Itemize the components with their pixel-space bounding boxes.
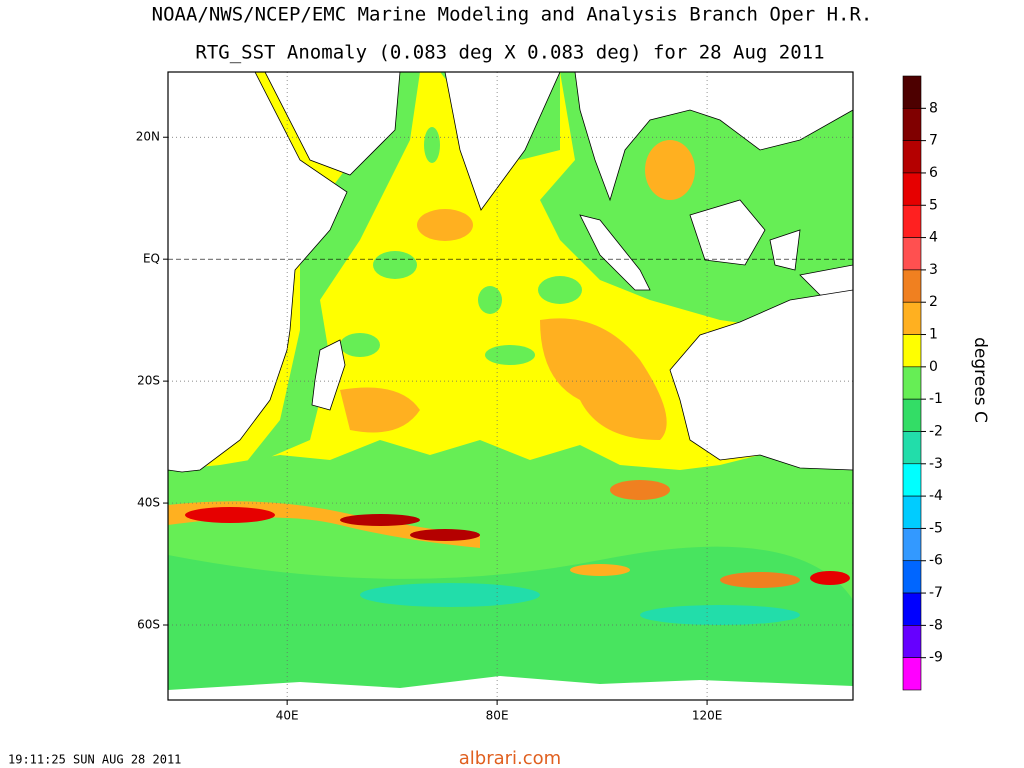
colorbar-tick-label: -6 — [929, 553, 943, 569]
colorbar-box — [902, 204, 922, 238]
colorbar-box — [902, 560, 922, 594]
colorbar-box — [902, 495, 922, 529]
colorbar-box — [902, 528, 922, 562]
colorbar-box — [902, 463, 922, 497]
colorbar-tick-label: 5 — [929, 197, 938, 213]
colorbar-tick-label: 6 — [929, 165, 938, 181]
subtitle: RTG_SST Anomaly (0.083 deg X 0.083 deg) … — [195, 42, 824, 64]
colorbar-box — [902, 75, 922, 109]
anomaly-region — [340, 514, 420, 526]
anomaly-region — [540, 318, 667, 440]
colorbar-box — [902, 366, 922, 400]
colorbar-box — [902, 431, 922, 465]
land — [444, 72, 561, 211]
y-tick-label: 20N — [136, 130, 160, 144]
watermark: albrari.com — [459, 748, 561, 768]
land — [799, 264, 853, 301]
anomaly-region — [373, 251, 417, 279]
colorbar-box — [902, 398, 922, 432]
y-tick-label: 40S — [137, 496, 160, 510]
x-tick-label: 80E — [486, 709, 509, 723]
colorbar-box — [902, 334, 922, 368]
colorbar-tick-label: 1 — [929, 327, 938, 343]
colorbar-tick-label: -1 — [929, 391, 943, 407]
colorbar-tick-label: -4 — [929, 488, 943, 504]
x-tick-label: 120E — [692, 709, 723, 723]
anomaly-region — [424, 127, 440, 163]
land — [311, 339, 346, 411]
anomaly-region — [417, 209, 473, 241]
sst-field — [168, 72, 853, 700]
y-tick-label: 60S — [137, 618, 160, 632]
colorbar-box — [902, 140, 922, 174]
colorbar-tick-label: -9 — [929, 650, 943, 666]
land — [574, 72, 853, 202]
colorbar-label: degrees C — [970, 337, 990, 423]
colorbar-tick-label: 2 — [929, 294, 938, 310]
anomaly-region — [640, 605, 800, 625]
land — [579, 214, 651, 291]
colorbar-tick-label: 3 — [929, 262, 938, 278]
colorbar-tick-label: -3 — [929, 456, 943, 472]
y-tick-label: 20S — [137, 374, 160, 388]
colorbar-tick-label: 7 — [929, 133, 938, 149]
anomaly-region — [645, 140, 695, 200]
anomaly-region — [410, 529, 480, 541]
anomaly-region — [340, 387, 420, 433]
anomaly-region — [720, 572, 800, 588]
x-tick-label: 40E — [276, 709, 299, 723]
anomaly-region — [340, 333, 380, 357]
colorbar-tick-label: -2 — [929, 423, 943, 439]
colorbar-tick-label: -8 — [929, 617, 943, 633]
title: NOAA/NWS/NCEP/EMC Marine Modeling and An… — [152, 4, 873, 26]
anomaly-region — [478, 286, 502, 314]
colorbar: 8 7 6 5 4 3 2 1 0 -1 -2 -3 -4 -5 -6 -7 -8 -9 — [902, 75, 943, 691]
land — [168, 72, 348, 473]
colorbar-box — [902, 172, 922, 206]
timestamp: 19:11:25 SUN AUG 28 2011 — [8, 753, 181, 767]
y-tick-label: EQ — [143, 252, 160, 266]
land — [669, 289, 853, 471]
colorbar-tick-label: 4 — [929, 230, 938, 246]
anomaly-region — [810, 571, 850, 585]
colorbar-tick-label: -7 — [929, 585, 943, 601]
colorbar-box — [902, 592, 922, 626]
plot-frame — [167, 71, 854, 701]
colorbar-tick-label: -5 — [929, 520, 943, 536]
anomaly-region — [185, 507, 275, 523]
colorbar-box — [902, 301, 922, 335]
colorbar-box — [902, 269, 922, 303]
colorbar-tick-label: 0 — [929, 359, 938, 375]
colorbar-tick-label: 8 — [929, 100, 938, 116]
anomaly-region — [240, 72, 420, 470]
anomaly-region — [570, 564, 630, 576]
anomaly-region — [610, 480, 670, 500]
land — [769, 229, 801, 271]
anomaly-region — [168, 546, 853, 700]
colorbar-box — [902, 108, 922, 141]
anomaly-region — [538, 276, 582, 304]
colorbar-box — [902, 657, 922, 691]
grid — [168, 72, 853, 700]
anomaly-region — [485, 345, 535, 365]
colorbar-box — [902, 237, 922, 271]
land — [264, 72, 401, 176]
land — [689, 199, 766, 266]
anomaly-region — [360, 583, 540, 607]
colorbar-box — [902, 625, 922, 658]
land — [168, 676, 853, 700]
